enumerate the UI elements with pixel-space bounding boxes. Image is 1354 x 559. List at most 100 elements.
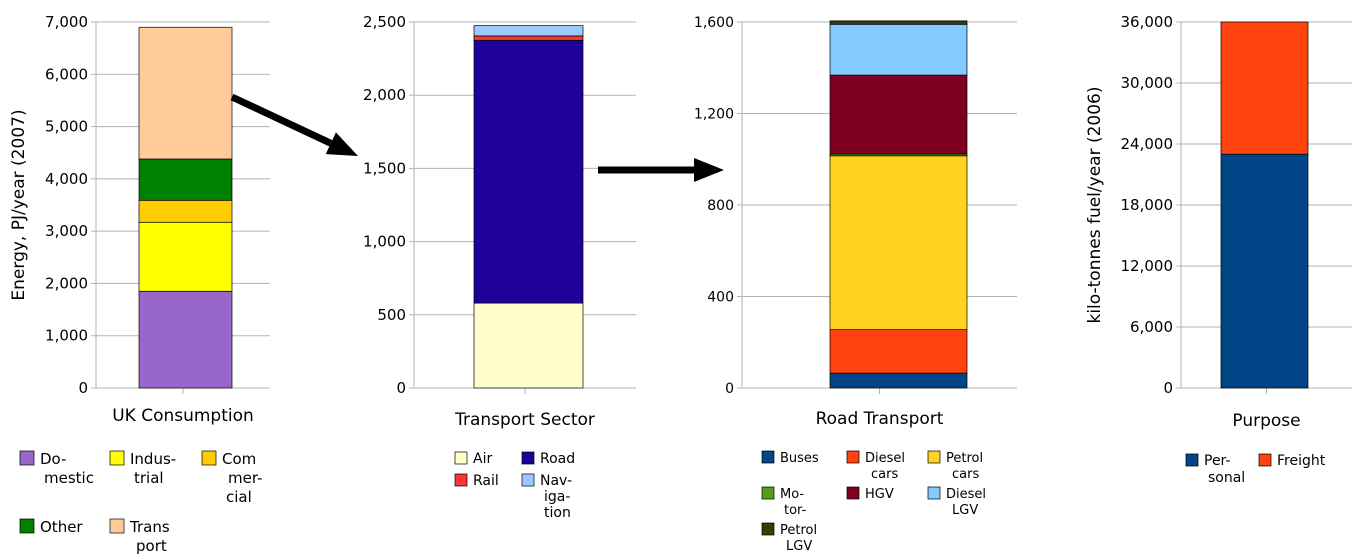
- legend-swatch: [846, 450, 860, 464]
- legend-label: Other: [40, 518, 83, 536]
- x-axis-label: UK Consumption: [112, 406, 254, 426]
- legend-item: Freight: [1258, 453, 1326, 469]
- legend-item: Indus-trial: [109, 450, 176, 487]
- legend-item: Rail: [454, 473, 499, 489]
- legend-item: Other: [19, 518, 83, 536]
- chart-1: 0 1,000 2,000 3,000 4,000 5,000 6,000 7,000 UK C…: [9, 13, 270, 555]
- legend-label: port: [136, 537, 167, 555]
- legend-label: Per-: [1204, 453, 1230, 469]
- bar-segment-navigation: [473, 25, 584, 37]
- legend-swatch: [521, 451, 535, 465]
- legend-label: LGV: [786, 539, 812, 554]
- y-tick-label: 3,000: [45, 222, 88, 240]
- bar-segment-diesel-cars: [829, 329, 968, 374]
- y-tick-label: 1,600: [694, 15, 734, 31]
- legend-label: Buses: [780, 451, 819, 466]
- y-tick-label: 18,000: [1121, 196, 1174, 214]
- bar-segment-other: [138, 158, 233, 201]
- legend-swatch: [1258, 453, 1272, 467]
- legend-label: LGV: [952, 503, 978, 518]
- arrow-to-transport-sector-head: [325, 132, 358, 156]
- y-tick-label: 2,000: [363, 86, 406, 104]
- legend-label: cial: [226, 488, 252, 506]
- legend-label: sonal: [1208, 470, 1245, 486]
- legend-label: iga-: [544, 489, 570, 505]
- y-tick-label: 0: [1163, 379, 1173, 397]
- y-axis-label: kilo-tonnes fuel/year (2006): [1085, 86, 1105, 323]
- y-tick-label: 400: [707, 290, 734, 306]
- legend-swatch: [19, 518, 35, 534]
- legend-label: Petrol: [946, 451, 983, 466]
- y-tick-label: 6,000: [1130, 318, 1173, 336]
- legend-swatch: [521, 473, 535, 487]
- y-tick-label: 0: [78, 379, 88, 397]
- legend-label: tor-: [784, 503, 807, 518]
- legend-swatch: [454, 473, 468, 487]
- legend-swatch: [109, 518, 125, 534]
- chart-4: 0 6,000 12,000 18,000 24,000 30,000 36,000 Purp…: [1085, 13, 1352, 486]
- legend-label: Trans: [129, 518, 170, 536]
- y-tick-label: 7,000: [45, 13, 88, 31]
- y-tick-label: 30,000: [1121, 74, 1174, 92]
- bar-segment-air: [473, 302, 584, 389]
- bar-segment-petrol-cars: [829, 155, 968, 331]
- x-axis-label: Purpose: [1232, 411, 1300, 431]
- bar-segment-rail: [473, 35, 584, 41]
- legend-label: Rail: [473, 473, 499, 489]
- y-tick-label: 1,000: [45, 327, 88, 345]
- legend-swatch: [846, 486, 860, 500]
- bar-segment-diesel-lgv: [829, 23, 968, 76]
- legend-item: Air: [454, 451, 492, 467]
- legend-label: cars: [871, 467, 898, 482]
- y-tick-label: 1,200: [694, 107, 734, 123]
- y-tick-label: 1,000: [363, 233, 406, 251]
- legend-item: Buses: [761, 450, 819, 466]
- legend-label: trial: [134, 469, 164, 487]
- y-tick-label: 4,000: [45, 170, 88, 188]
- y-tick-label: 6,000: [45, 65, 88, 83]
- bar-segment-buses: [829, 372, 968, 389]
- legend-swatch: [1185, 453, 1199, 467]
- legend-swatch: [201, 450, 217, 466]
- y-tick-label: 2,500: [363, 13, 406, 31]
- legend-item: Road: [521, 451, 575, 467]
- bar-segment-personal: [1220, 153, 1309, 389]
- legend-label: tion: [544, 505, 571, 521]
- bar-segment-petrol-lgv: [829, 20, 968, 25]
- legend-label: Petrol: [780, 523, 817, 538]
- chart-3: 0 400 800 1,200 1,600 Road Transport Buses Dies…: [694, 15, 1017, 554]
- legend-swatch: [761, 522, 775, 536]
- legend-label: Mo-: [780, 487, 804, 502]
- y-tick-label: 24,000: [1121, 135, 1174, 153]
- legend-label: HGV: [865, 487, 894, 502]
- legend-label: cars: [952, 467, 979, 482]
- legend-item: HGV: [846, 486, 894, 502]
- y-tick-label: 36,000: [1121, 13, 1174, 31]
- x-axis-label: Road Transport: [816, 409, 944, 429]
- legend-swatch: [454, 451, 468, 465]
- bar-segment-industrial: [138, 221, 233, 292]
- y-tick-label: 0: [396, 379, 406, 397]
- legend-swatch: [927, 486, 941, 500]
- legend: Per-sonal Freight: [1185, 453, 1326, 486]
- y-tick-label: 800: [707, 198, 734, 214]
- bar-segment-freight: [1220, 21, 1309, 155]
- legend-label: Nav-: [540, 473, 572, 489]
- y-tick-label: 2,000: [45, 274, 88, 292]
- bar-segment-commercial: [138, 199, 233, 223]
- legend-item: Per-sonal: [1185, 453, 1245, 486]
- legend-label: Freight: [1277, 453, 1326, 469]
- legend-swatch: [109, 450, 125, 466]
- y-tick-label: 12,000: [1121, 257, 1174, 275]
- bar-segment-domestic: [138, 290, 233, 389]
- y-tick-label: 500: [377, 306, 406, 324]
- x-axis-label: Transport Sector: [454, 410, 595, 430]
- y-tick-label: 0: [725, 381, 734, 397]
- legend-label: Diesel: [865, 451, 905, 466]
- legend-label: Indus-: [130, 450, 176, 468]
- legend-item: Nav-iga-tion: [521, 473, 572, 521]
- legend-label: Com: [222, 450, 256, 468]
